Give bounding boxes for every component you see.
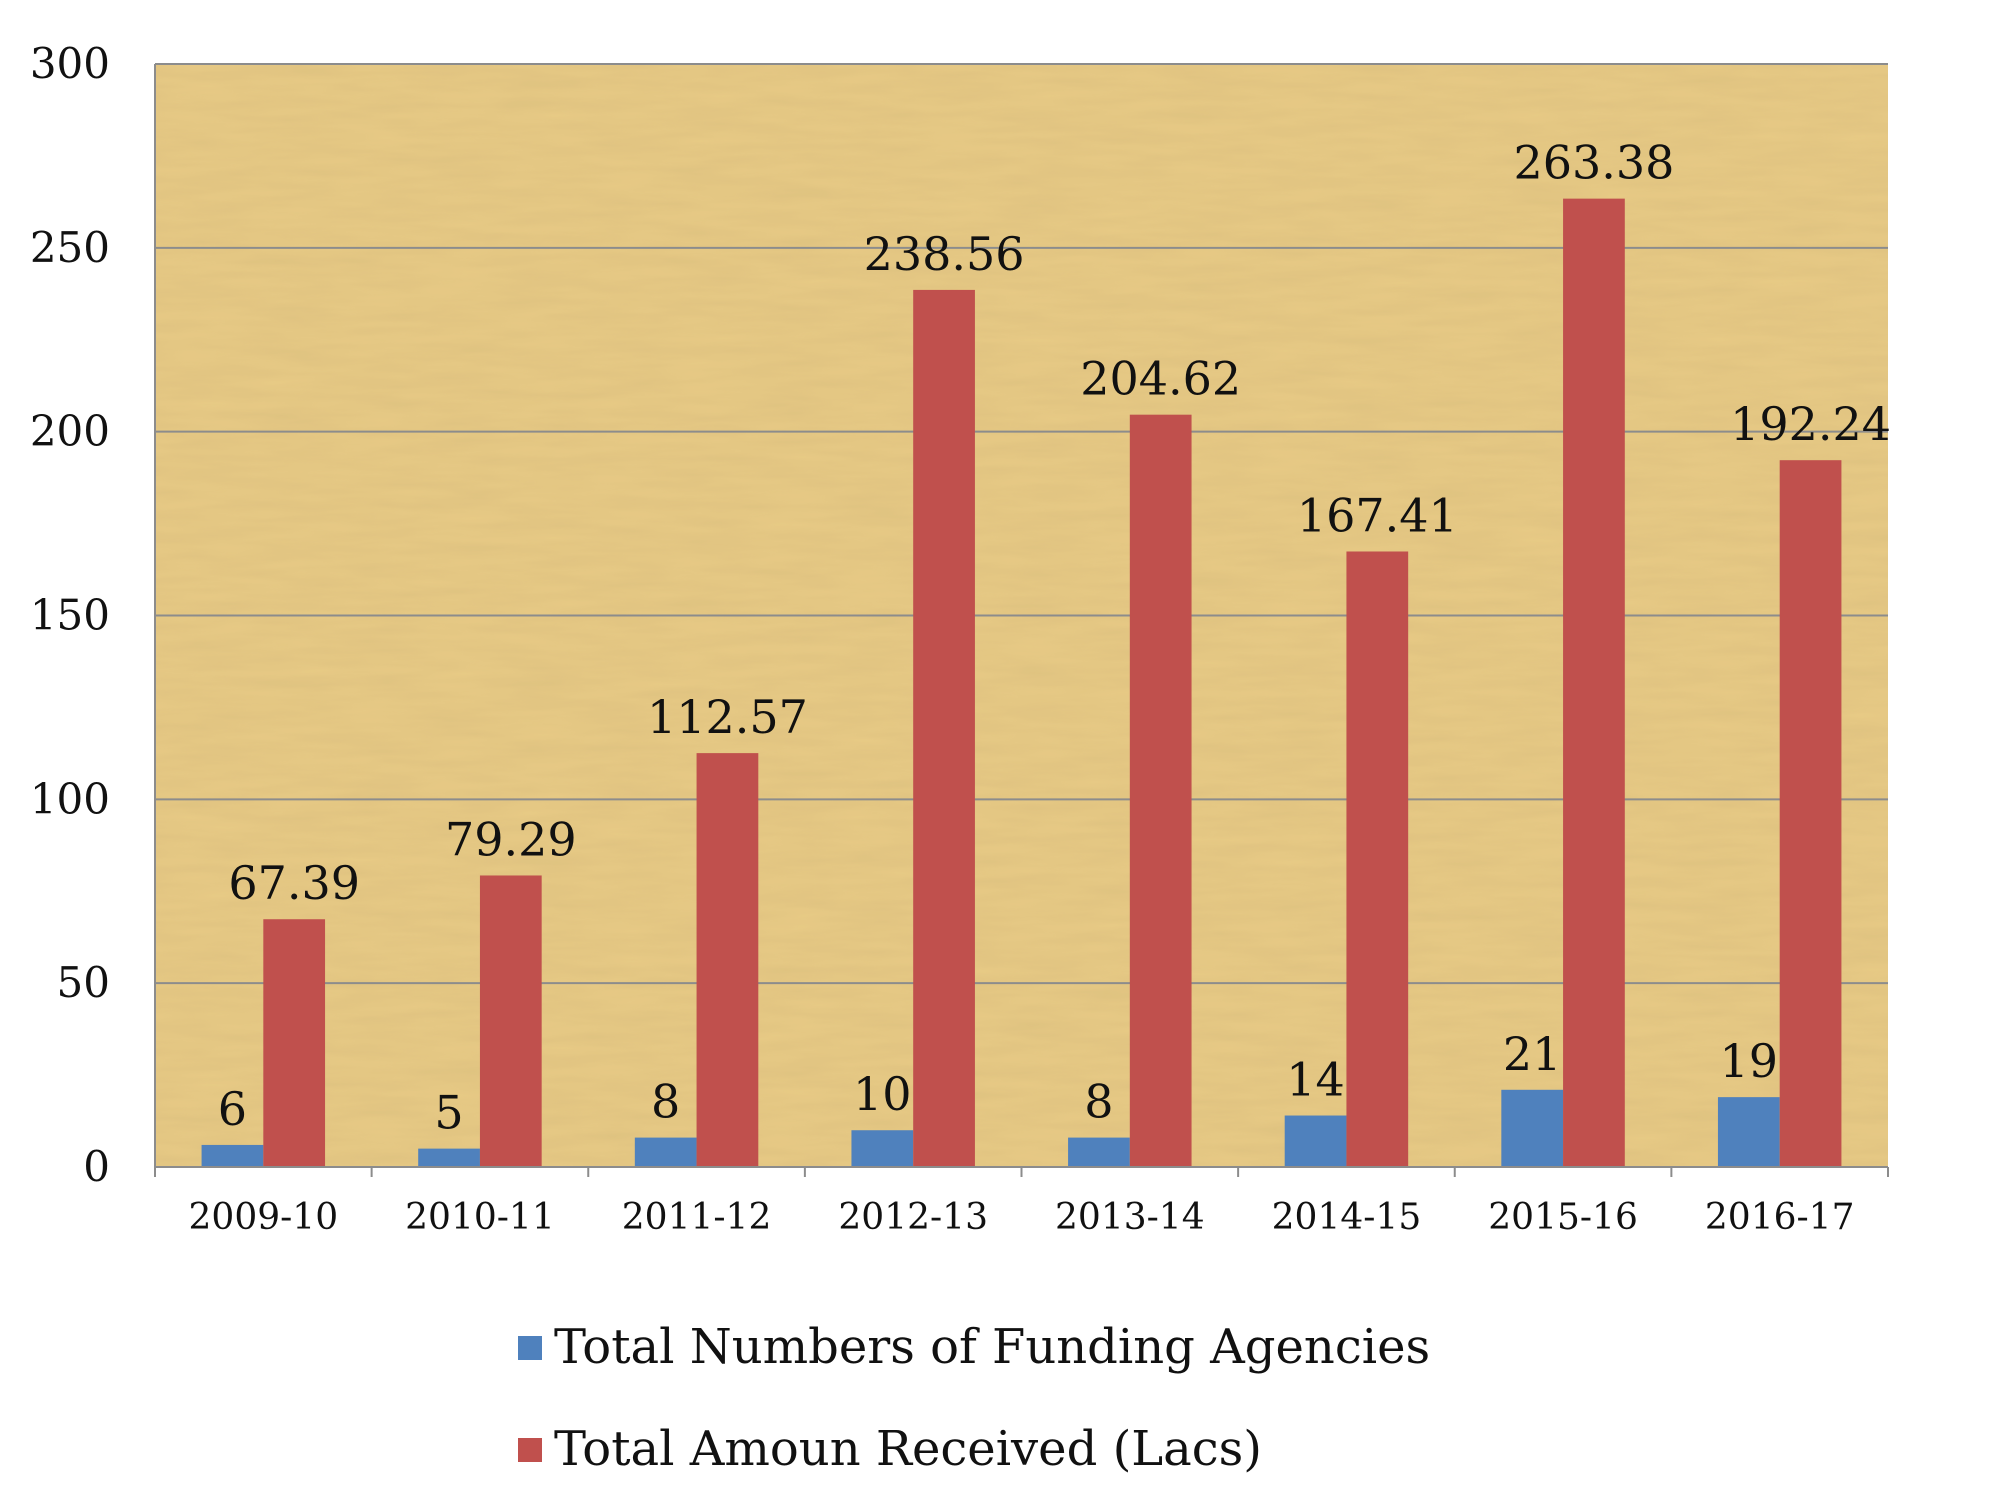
data-label: 167.41 [1297, 488, 1458, 542]
bar-funding-agencies [634, 1137, 697, 1167]
bar-amount-received [479, 875, 542, 1167]
data-labels: 6 67.39 5 79.29 8 112.57 10 238.56 8 204.62 14 167.… [218, 136, 1891, 1140]
bar-amount-received [263, 919, 326, 1167]
bar-amount-received [696, 753, 759, 1167]
x-tick-label: 2015-16 [1488, 1197, 1638, 1238]
y-tick-label: 150 [30, 591, 110, 640]
y-tick-label: 100 [30, 774, 110, 823]
x-tick-label: 2013-14 [1055, 1197, 1205, 1238]
legend-swatch-amount-received [518, 1438, 542, 1462]
bar-amount-received [1129, 414, 1192, 1167]
data-label: 67.39 [228, 856, 360, 910]
bar-funding-agencies [1717, 1097, 1780, 1167]
legend-swatch-funding-agencies [518, 1336, 542, 1360]
data-label: 192.24 [1730, 397, 1891, 451]
data-label: 6 [218, 1082, 247, 1136]
data-label: 19 [1720, 1034, 1779, 1088]
y-tick-label: 200 [30, 407, 110, 456]
data-label: 8 [1084, 1075, 1113, 1129]
bar-funding-agencies [1068, 1137, 1130, 1167]
legend: Total Numbers of Funding Agencies Total A… [518, 1319, 1430, 1477]
x-tick-label: 2011-12 [622, 1197, 772, 1238]
data-label: 21 [1503, 1027, 1562, 1081]
bar-funding-agencies [1501, 1089, 1564, 1167]
bar-amount-received [1563, 198, 1625, 1167]
bar-amount-received [1346, 551, 1409, 1167]
legend-label: Total Numbers of Funding Agencies [554, 1319, 1430, 1375]
x-tick-label: 2010-11 [405, 1197, 555, 1238]
data-label: 10 [853, 1067, 912, 1121]
data-label: 263.38 [1513, 136, 1674, 190]
x-tick-label: 2012-13 [838, 1197, 988, 1238]
data-label: 79.29 [445, 812, 577, 866]
axes: 0 50 100 150 200 250 300 2009-10 2010-11 2011-12 2… [30, 39, 1889, 1238]
y-tick-label: 50 [57, 958, 110, 1007]
x-tick-label: 2014-15 [1272, 1197, 1422, 1238]
legend-label: Total Amoun Received (Lacs) [554, 1421, 1262, 1477]
x-tick-label: 2009-10 [189, 1197, 339, 1238]
x-tick-label: 2016-17 [1705, 1197, 1855, 1238]
data-label: 14 [1286, 1053, 1345, 1107]
bar-funding-agencies [418, 1148, 480, 1167]
bar-amount-received [1779, 460, 1842, 1167]
data-label: 204.62 [1080, 352, 1241, 406]
data-label: 112.57 [647, 690, 808, 744]
data-label: 5 [434, 1086, 463, 1140]
y-tick-label: 250 [30, 223, 110, 272]
data-label: 238.56 [864, 227, 1025, 281]
gridlines [155, 63, 1888, 985]
bar-funding-agencies [851, 1130, 914, 1167]
y-tick-label: 0 [83, 1142, 110, 1191]
bar-amount-received [913, 289, 975, 1167]
y-tick-label: 300 [30, 39, 110, 88]
bars [201, 198, 1842, 1167]
data-label: 8 [651, 1075, 680, 1129]
bar-funding-agencies [201, 1144, 264, 1167]
bar-funding-agencies [1284, 1115, 1347, 1167]
